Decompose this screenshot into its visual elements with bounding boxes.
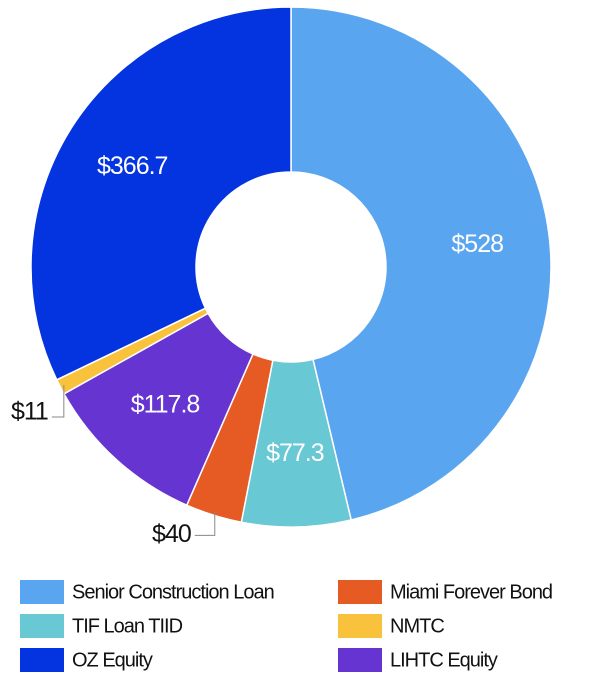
value-label: $77.3 [266,439,324,467]
legend-swatch [338,614,382,638]
legend-label: TIF Loan TIID [72,615,183,637]
donut-slice [290,6,552,521]
value-label: $11 [11,398,48,426]
value-label: $366.7 [97,152,168,180]
value-label: $528 [451,230,503,258]
leader-line [51,385,65,418]
value-label: $117.8 [131,390,200,418]
legend-label: Miami Forever Bond [390,581,552,603]
legend-swatch [20,648,64,672]
legend-label: NMTC [390,615,444,637]
legend-swatch [20,614,64,638]
legend-label: OZ Equity [72,649,153,671]
donut-slice [30,6,292,381]
legend-swatch [338,580,382,604]
legend-label: LIHTC Equity [390,649,498,671]
legend-swatch [338,648,382,672]
leader-line [194,511,216,536]
legend-swatch [20,580,64,604]
donut-slice [62,312,254,507]
value-label: $40 [152,520,191,548]
legend-label: Senior Construction Loan [72,581,274,603]
